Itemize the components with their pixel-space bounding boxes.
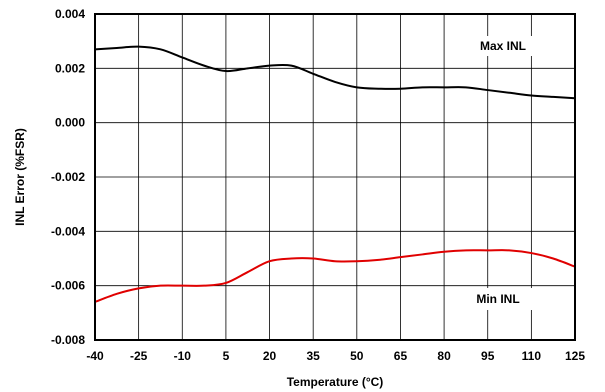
y-tick-labels: 0.004 0.002 0.000 -0.002 -0.004 -0.006 -0.008 xyxy=(51,7,85,347)
y-axis-title: INL Error (%FSR) xyxy=(13,128,27,226)
y-tick-label: -0.002 xyxy=(51,170,85,184)
series-label-backgrounds xyxy=(458,36,543,310)
y-tick-label: 0.002 xyxy=(55,61,85,75)
y-tick-label: -0.008 xyxy=(51,333,85,347)
min-inl-line xyxy=(94,249,576,303)
y-tick-label: 0.004 xyxy=(55,7,85,21)
series-layer xyxy=(94,45,576,303)
x-tick-label: 20 xyxy=(263,349,277,363)
x-tick-label: 35 xyxy=(307,349,321,363)
max-inl-line xyxy=(94,45,576,100)
plot-frame xyxy=(94,13,576,341)
x-tick-label: -40 xyxy=(86,349,104,363)
x-tick-label: 110 xyxy=(522,349,542,363)
x-axis-title: Temperature (°C) xyxy=(287,375,384,389)
min-inl-label: Min INL xyxy=(476,292,519,306)
max-inl-label: Max INL xyxy=(480,39,526,53)
x-tick-label: -10 xyxy=(174,349,192,363)
x-tick-label: 95 xyxy=(481,349,495,363)
x-tick-label: 125 xyxy=(565,349,585,363)
y-tick-label: -0.004 xyxy=(51,224,85,238)
x-tick-label: 50 xyxy=(350,349,364,363)
x-tick-label: 5 xyxy=(223,349,230,363)
y-tick-label: -0.006 xyxy=(51,279,85,293)
x-tick-label: -25 xyxy=(130,349,148,363)
x-tick-labels: -40 -25 -10 5 20 35 50 65 80 95 110 125 xyxy=(86,349,585,363)
x-tick-label: 65 xyxy=(394,349,408,363)
x-tick-label: 80 xyxy=(437,349,451,363)
min-inl-label-bg xyxy=(458,288,538,310)
y-tick-label: 0.000 xyxy=(55,116,85,130)
max-inl-label-bg xyxy=(463,36,543,56)
